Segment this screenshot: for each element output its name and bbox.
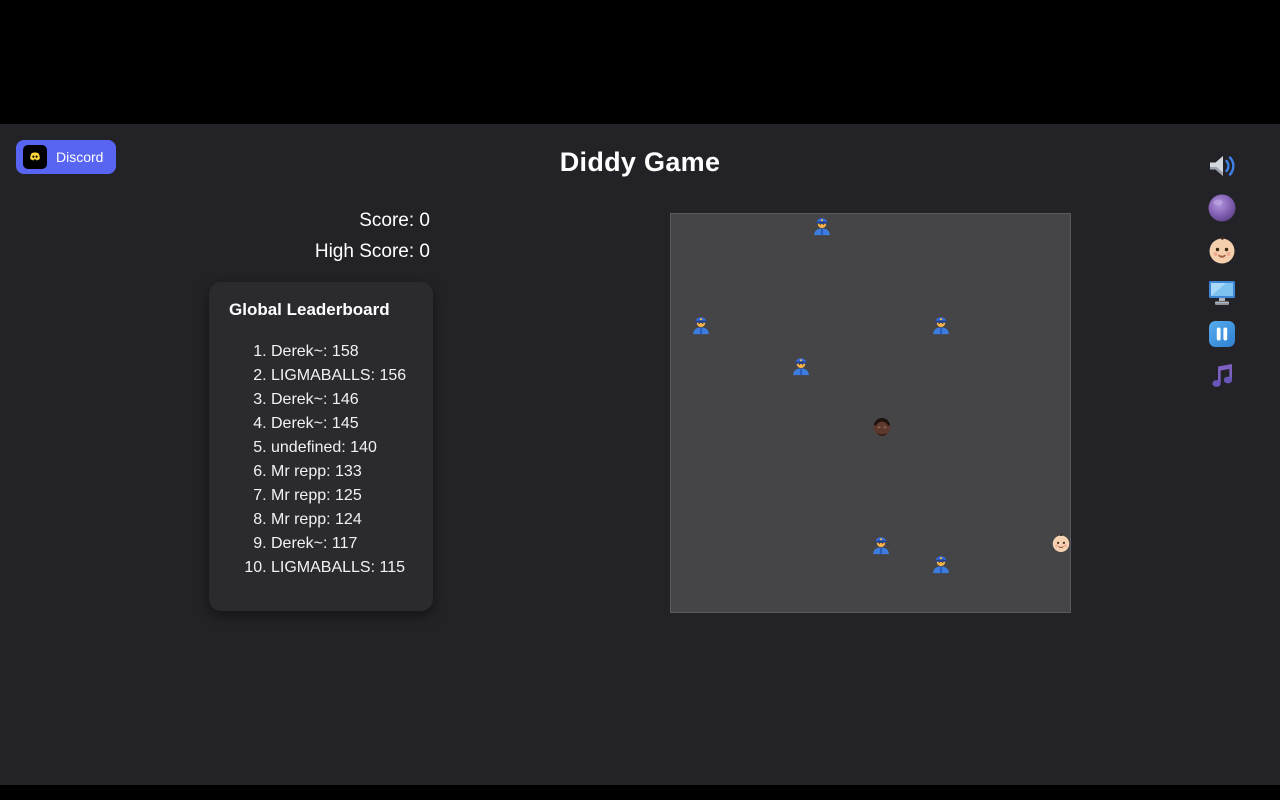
discord-icon (30, 152, 40, 161)
baby-icon (1209, 235, 1235, 264)
computer-button[interactable] (1206, 276, 1238, 308)
pause-icon (1209, 321, 1235, 347)
leaderboard-entry: Mr repp: 125 (271, 484, 413, 508)
police-sprite (930, 313, 952, 335)
score-block: Score: 0 High Score: 0 (230, 205, 430, 267)
police-sprite (790, 354, 812, 376)
police-sprite (811, 214, 833, 236)
discord-button-label: Discord (56, 149, 104, 165)
page-background (0, 124, 1280, 785)
speaker-icon (1210, 156, 1235, 176)
police-sprite (930, 552, 952, 574)
sound-toggle-button[interactable] (1206, 150, 1238, 182)
music-notes-icon (1212, 364, 1233, 387)
diddy-sprite (870, 414, 894, 438)
pause-button[interactable] (1206, 318, 1238, 350)
leaderboard-entry: Derek~: 158 (271, 340, 413, 364)
computer-icon (1209, 281, 1235, 305)
high-score-value: 0 (419, 241, 430, 262)
leaderboard-entry: LIGMABALLS: 156 (271, 364, 413, 388)
leaderboard-entry: Mr repp: 133 (271, 460, 413, 484)
leaderboard-panel: Global Leaderboard Derek~: 158LIGMABALLS… (209, 282, 433, 611)
leaderboard-entry: Mr repp: 124 (271, 508, 413, 532)
leaderboard-entry: Derek~: 145 (271, 412, 413, 436)
leaderboard-title: Global Leaderboard (229, 300, 390, 319)
high-score-line: High Score: 0 (230, 236, 430, 267)
score-line: Score: 0 (230, 205, 430, 236)
crystal-ball-icon (1208, 194, 1236, 222)
game-area[interactable] (670, 213, 1071, 613)
leaderboard-entry: Derek~: 117 (271, 532, 413, 556)
high-score-label: High Score: (314, 241, 415, 262)
baby-sprite (1050, 532, 1072, 554)
leaderboard-entry: undefined: 140 (271, 436, 413, 460)
leaderboard-entry: LIGMABALLS: 115 (271, 556, 413, 580)
score-value: 0 (419, 210, 430, 231)
leaderboard-list: Derek~: 158LIGMABALLS: 156Derek~: 146Der… (229, 340, 413, 580)
police-sprite (690, 313, 712, 335)
discord-button[interactable]: Discord (16, 140, 117, 174)
icon-sidebar (1206, 150, 1238, 392)
discord-logo (23, 145, 47, 169)
music-toggle-button[interactable] (1206, 360, 1238, 392)
baby-mode-button[interactable] (1206, 234, 1238, 266)
crystal-ball-button[interactable] (1206, 192, 1238, 224)
leaderboard-entry: Derek~: 146 (271, 388, 413, 412)
score-label: Score: (359, 210, 415, 231)
police-sprite (870, 533, 892, 555)
page-title: Diddy Game (559, 147, 721, 177)
